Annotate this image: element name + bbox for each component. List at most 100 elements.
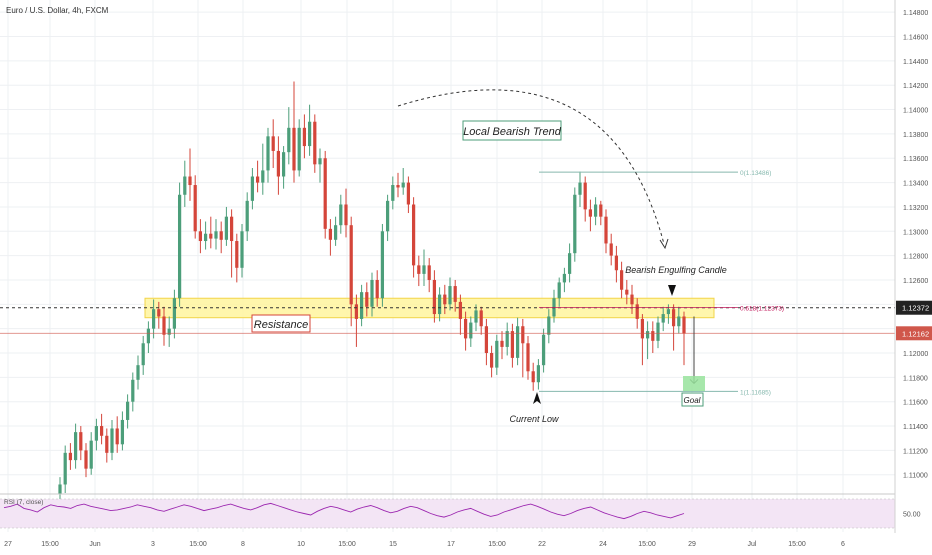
candle-body bbox=[167, 328, 171, 335]
candle-body bbox=[536, 365, 541, 383]
secondary-price-tag bbox=[896, 326, 932, 341]
candle-body bbox=[354, 304, 359, 319]
candle-body bbox=[479, 310, 483, 327]
candle-body bbox=[443, 294, 447, 305]
time-tick-label: 15:00 bbox=[488, 541, 506, 548]
candle-body bbox=[120, 419, 125, 445]
price-tick-label: 1.11800 bbox=[903, 375, 928, 382]
candle-body bbox=[235, 241, 239, 268]
goal-zone bbox=[683, 376, 705, 391]
price-tick-label: 1.14200 bbox=[903, 83, 928, 90]
candle-body bbox=[323, 158, 327, 229]
fib-618-label: 0.618(1.12373) bbox=[740, 306, 784, 313]
price-tick-label: 1.14000 bbox=[903, 108, 928, 115]
candle-body bbox=[287, 127, 291, 153]
fib-1-label: 1(1.11685) bbox=[740, 389, 771, 396]
candle-body bbox=[671, 309, 676, 327]
candle-body bbox=[453, 286, 457, 302]
candle-body bbox=[651, 331, 655, 341]
candle-body bbox=[328, 228, 333, 240]
candle-body bbox=[630, 294, 634, 305]
candle-body bbox=[635, 304, 639, 319]
candle-body bbox=[58, 484, 62, 495]
price-tick-label: 1.13400 bbox=[903, 181, 928, 188]
candle-body bbox=[505, 331, 509, 347]
candle-body bbox=[583, 182, 587, 210]
candle-body bbox=[63, 452, 67, 485]
candle-body bbox=[84, 450, 88, 469]
candle-body bbox=[344, 204, 348, 226]
price-tick-label: 1.13000 bbox=[903, 229, 928, 236]
candle-body bbox=[219, 231, 223, 240]
candle-body bbox=[562, 273, 567, 283]
candle-body bbox=[656, 322, 660, 341]
candle-body bbox=[229, 216, 234, 242]
candle-body bbox=[193, 185, 197, 232]
time-tick-label: 6 bbox=[841, 541, 845, 548]
candle-body bbox=[521, 326, 525, 344]
price-tick-label: 1.11200 bbox=[903, 448, 928, 455]
candle-body bbox=[557, 282, 561, 299]
price-tick-label: 1.14800 bbox=[903, 10, 928, 17]
goal-label-box bbox=[681, 392, 704, 407]
candle-body bbox=[183, 176, 187, 195]
price-tick-label: 1.14400 bbox=[903, 59, 928, 66]
time-tick-label: 22 bbox=[538, 541, 546, 548]
candle-body bbox=[292, 127, 296, 171]
candle-body bbox=[474, 310, 478, 323]
candle-body bbox=[510, 331, 515, 358]
candle-body bbox=[625, 289, 629, 295]
time-tick-label: Jul bbox=[748, 541, 757, 548]
current-low-label: Current Low bbox=[509, 414, 559, 424]
candle-body bbox=[68, 452, 73, 461]
candle-body bbox=[209, 233, 213, 239]
candle-body bbox=[427, 265, 431, 280]
trend-label-box bbox=[462, 120, 562, 141]
time-tick-label: 29 bbox=[688, 541, 696, 548]
candle-body bbox=[110, 428, 114, 453]
candle-body bbox=[531, 371, 535, 383]
candle-body bbox=[224, 216, 229, 240]
candle-body bbox=[339, 204, 343, 226]
trend-arc bbox=[397, 89, 665, 245]
candle-body bbox=[214, 231, 218, 239]
candle-body bbox=[157, 309, 161, 317]
current-low-marker-icon bbox=[533, 392, 541, 404]
candle-body bbox=[365, 292, 369, 307]
candle-body bbox=[261, 170, 265, 183]
candle-body bbox=[599, 204, 603, 217]
candle-body bbox=[73, 432, 78, 461]
rsi-band bbox=[0, 499, 895, 528]
rsi-line bbox=[3, 502, 685, 520]
candle-body bbox=[177, 194, 182, 299]
candle-body bbox=[469, 322, 473, 339]
engulfing-marker-icon bbox=[668, 285, 676, 296]
candle-body bbox=[245, 200, 249, 232]
candle-body bbox=[380, 231, 385, 299]
candle-body bbox=[588, 209, 593, 217]
candle-body bbox=[131, 379, 135, 402]
rsi-panel: RSI (7, close) 50.00 bbox=[0, 493, 921, 529]
candle-body bbox=[115, 428, 119, 445]
candle-body bbox=[375, 279, 379, 299]
candle-body bbox=[411, 204, 416, 266]
candle-body bbox=[391, 185, 395, 201]
candle-body bbox=[99, 426, 104, 436]
candle-body bbox=[349, 225, 353, 305]
candle-body bbox=[359, 292, 364, 319]
engulfing-label: Bearish Engulfing Candle bbox=[625, 265, 727, 275]
candle-body bbox=[578, 182, 582, 195]
candle-body bbox=[573, 194, 577, 254]
candle-body bbox=[417, 265, 421, 274]
candle-body bbox=[604, 216, 608, 244]
candle-body bbox=[333, 225, 338, 240]
time-tick-label: 15:00 bbox=[189, 541, 207, 548]
candle-body bbox=[682, 316, 686, 334]
candle-body bbox=[255, 176, 260, 183]
candle-body bbox=[495, 340, 499, 368]
candle-body bbox=[645, 331, 650, 339]
price-tick-label: 1.12000 bbox=[903, 351, 928, 358]
time-tick-label: 15:00 bbox=[338, 541, 356, 548]
